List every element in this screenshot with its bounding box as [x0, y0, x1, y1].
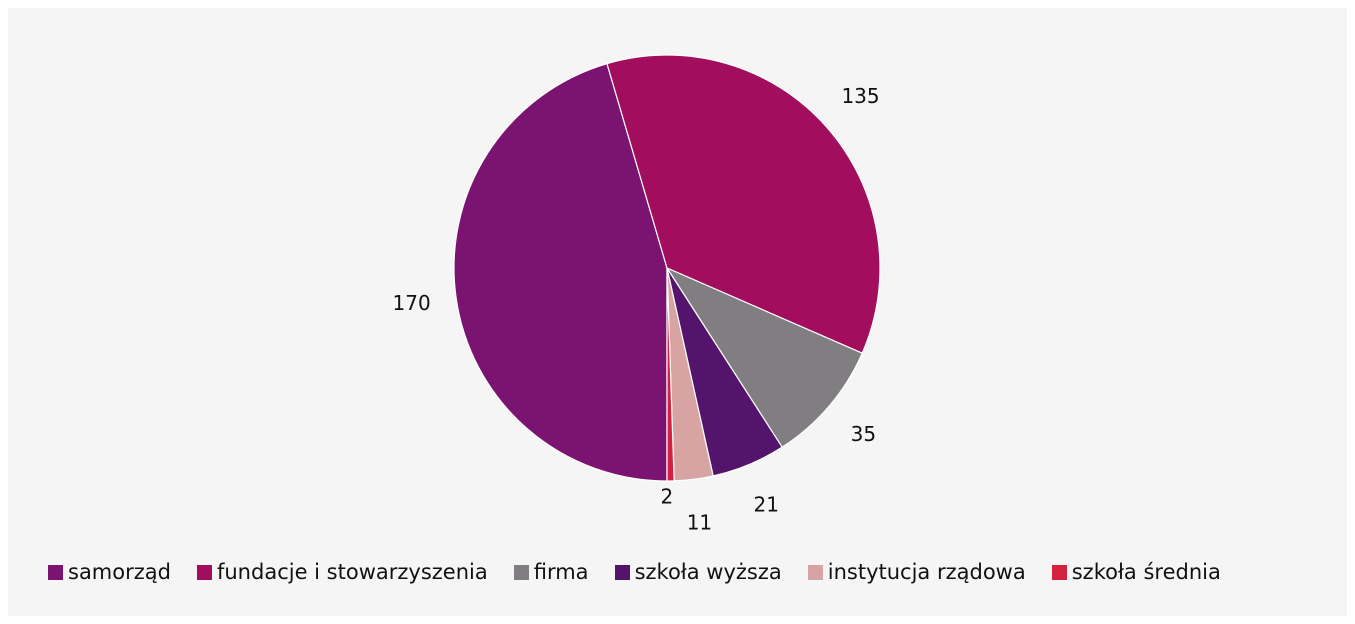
data-label: 21	[754, 493, 779, 517]
legend-swatch	[1051, 564, 1067, 580]
data-label: 35	[851, 422, 876, 446]
legend-swatch	[196, 564, 212, 580]
legend-label: instytucja rządowa	[827, 560, 1026, 584]
legend-label: fundacje i stowarzyszenia	[216, 560, 488, 584]
legend-item: instytucja rządowa	[807, 560, 1026, 584]
legend-item: firma	[513, 560, 589, 584]
pie-slice	[665, 266, 864, 449]
legend-label: szkoła średnia	[1071, 560, 1221, 584]
legend-swatch	[614, 564, 630, 580]
legend-swatch	[807, 564, 823, 580]
legend-label: szkoła wyższa	[634, 560, 782, 584]
pie-slice	[453, 62, 668, 482]
data-label: 2	[660, 484, 673, 508]
pie-slice	[666, 267, 675, 482]
legend-item: szkoła średnia	[1051, 560, 1221, 584]
legend-swatch	[48, 564, 63, 580]
data-label: 170	[393, 291, 431, 315]
pie-slice	[606, 54, 881, 355]
legend-label: firma	[533, 560, 589, 584]
legend-item: fundacje i stowarzyszenia	[196, 560, 488, 584]
legend-item: szkoła wyższa	[614, 560, 782, 584]
data-label: 135	[841, 84, 879, 108]
legend-label: samorząd	[68, 560, 171, 584]
data-label: 11	[687, 510, 712, 534]
legend: samorząd fundacje i stowarzyszenia firma sz…	[48, 560, 1247, 584]
legend-swatch	[513, 564, 529, 580]
legend-item: samorząd	[48, 560, 171, 584]
